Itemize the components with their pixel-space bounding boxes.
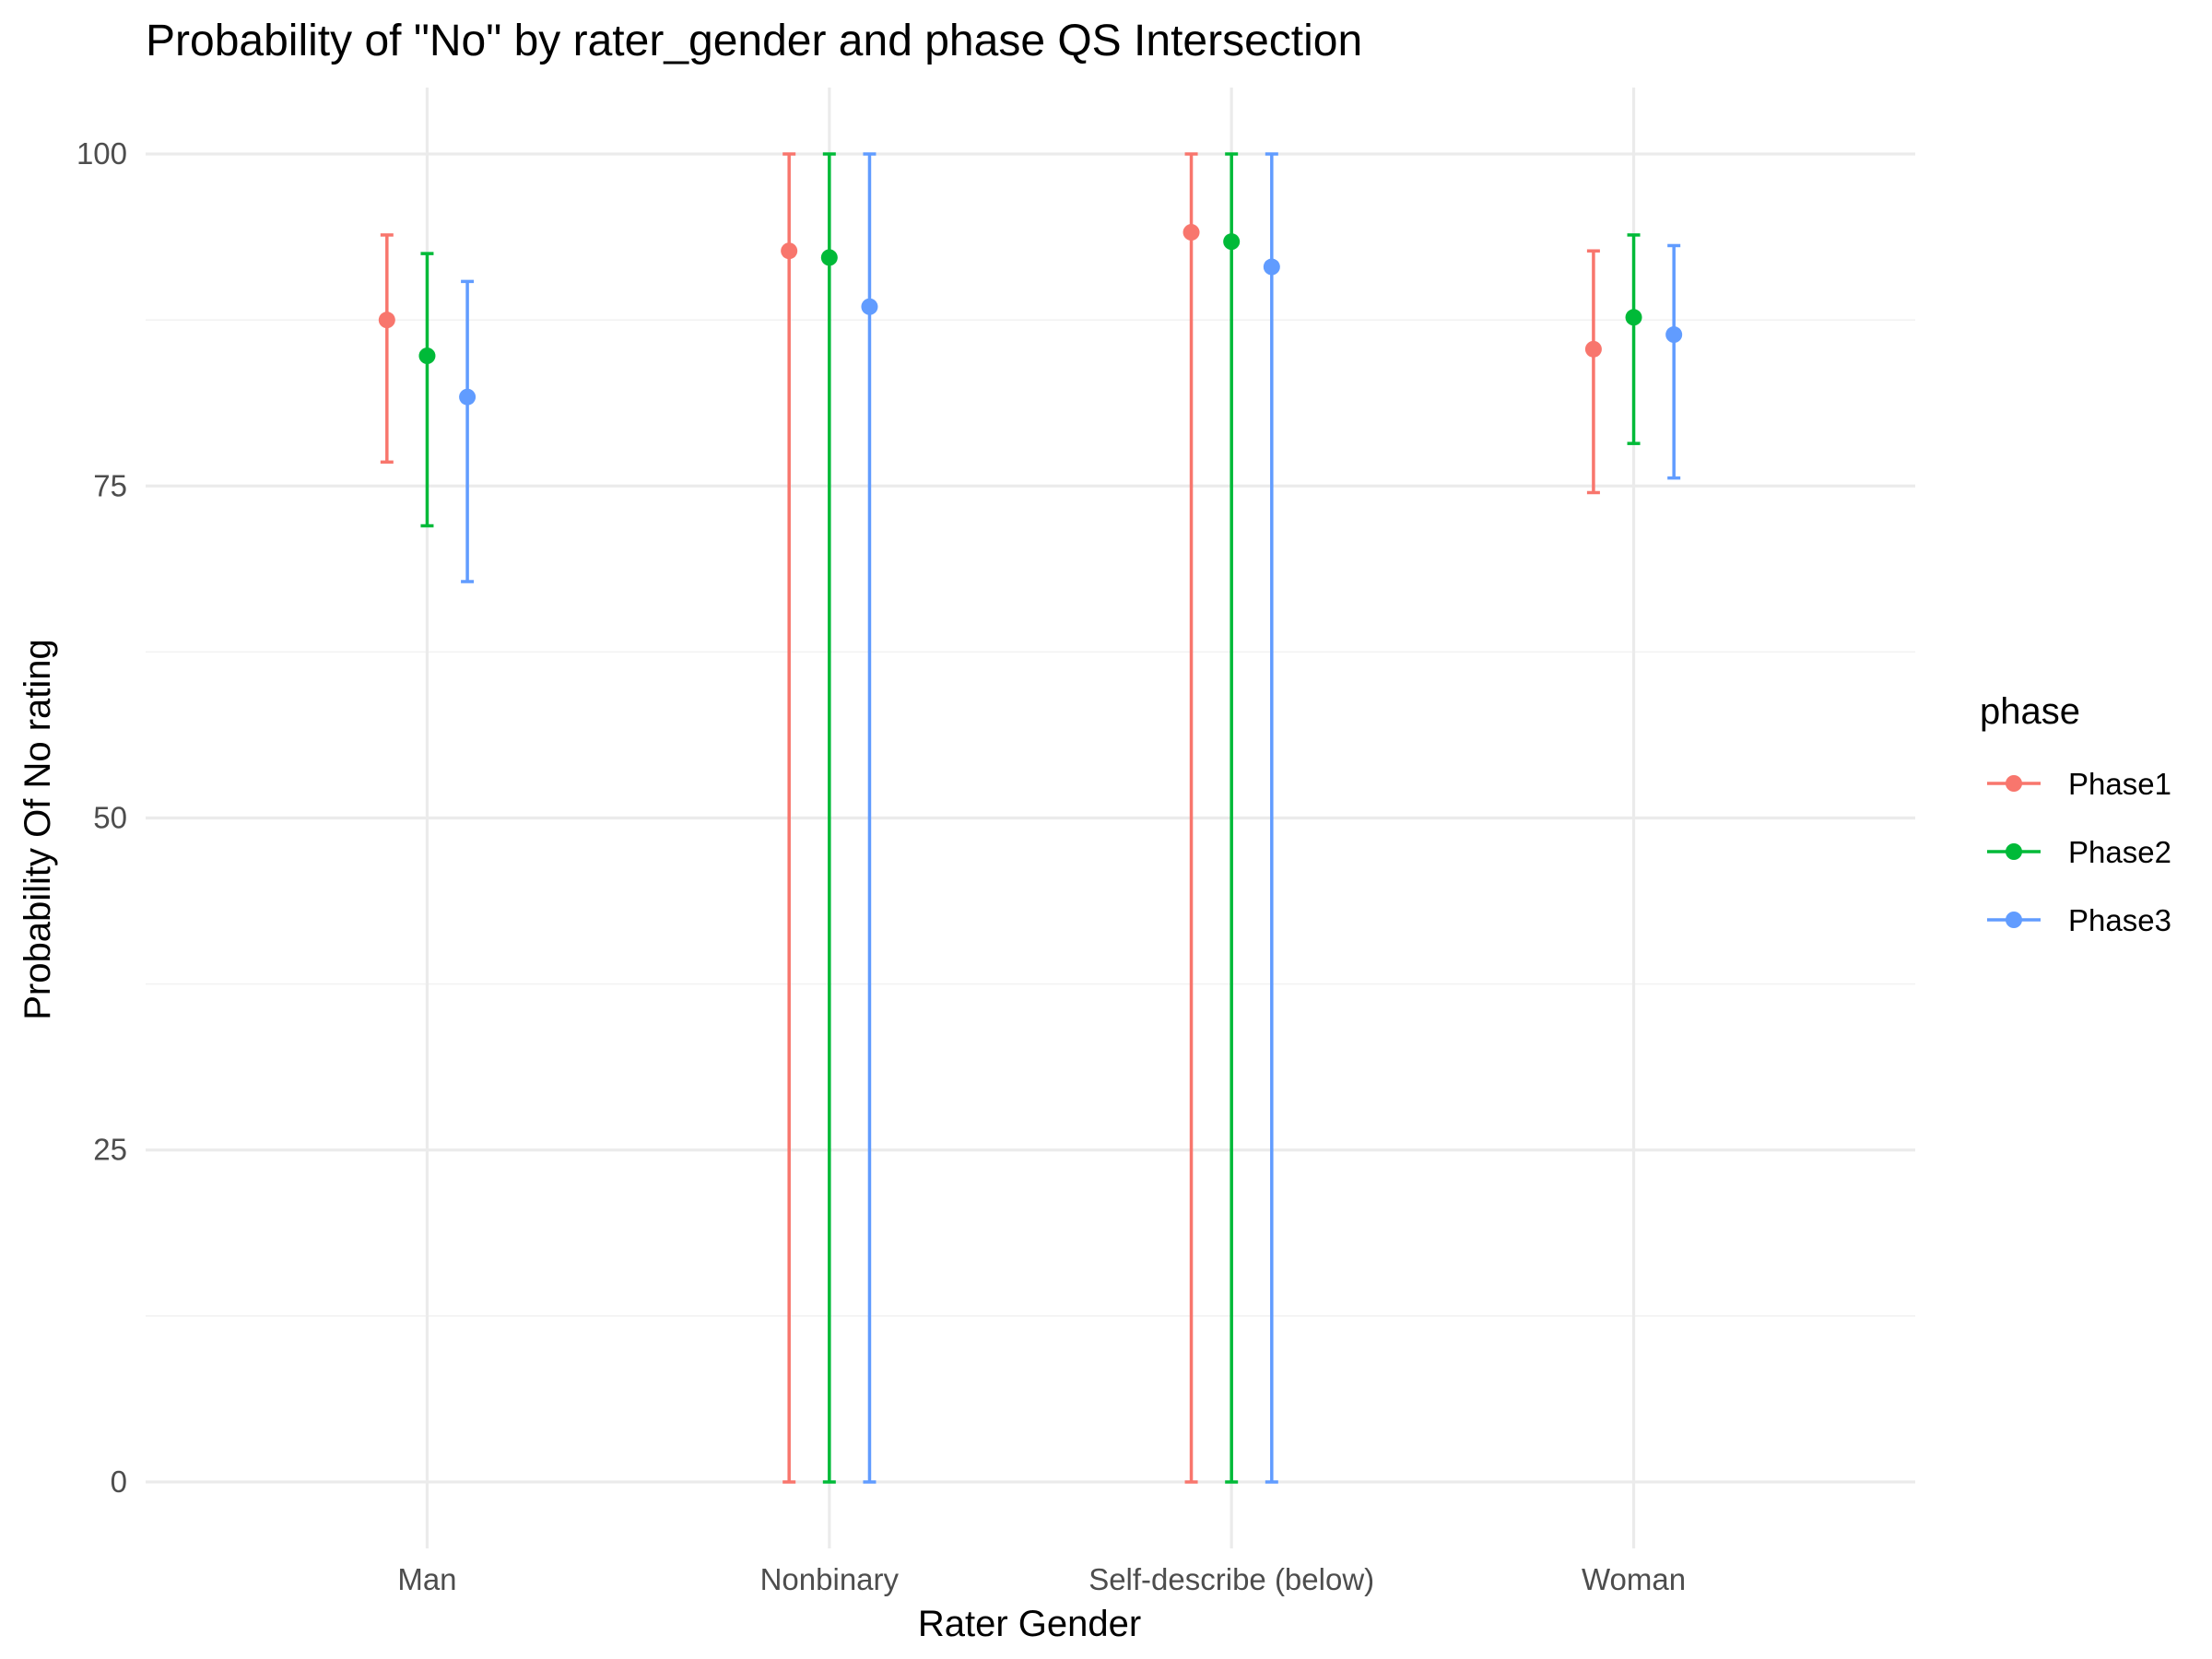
data-point [781, 242, 798, 260]
x-tick-label: Nonbinary [760, 1562, 900, 1596]
x-tick-label: Man [397, 1562, 456, 1596]
data-point [1263, 258, 1280, 276]
y-tick-label: 0 [111, 1465, 127, 1499]
x-axis-ticks: Man Nonbinary Self-describe (below) Woman [397, 1562, 1686, 1596]
series-phase3 [459, 152, 1683, 1484]
legend-label: Phase3 [2068, 903, 2171, 937]
data-point [1665, 326, 1683, 344]
y-axis-ticks: 0 25 50 75 100 [76, 136, 127, 1499]
data-point [820, 249, 838, 266]
y-tick-label: 50 [93, 801, 127, 835]
legend-key-point [2006, 775, 2022, 792]
legend-label: Phase1 [2068, 767, 2171, 801]
data-point [1625, 309, 1642, 326]
x-tick-label: Self-describe (below) [1088, 1562, 1374, 1596]
data-marks [378, 152, 1683, 1484]
legend-title: phase [1980, 691, 2080, 732]
x-axis-label: Rater Gender [918, 1604, 1141, 1644]
data-point [418, 347, 436, 365]
y-tick-label: 100 [76, 136, 127, 171]
y-tick-label: 75 [93, 468, 127, 502]
legend-label: Phase2 [2068, 835, 2171, 869]
legend: phase Phase1 Phase2 Phase3 [1980, 691, 2171, 937]
x-tick-label: Woman [1582, 1562, 1686, 1596]
chart-title: Probability of "No" by rater_gender and … [146, 17, 1362, 65]
y-tick-label: 25 [93, 1133, 127, 1167]
data-point [459, 388, 477, 406]
series-phase2 [418, 152, 1642, 1484]
data-point [1584, 340, 1602, 358]
data-point [1182, 224, 1200, 241]
legend-key-point [2006, 912, 2022, 928]
data-point [378, 312, 395, 329]
series-phase1 [378, 152, 1602, 1484]
y-axis-label: Probability Of No rating [18, 639, 58, 1020]
data-point [861, 298, 878, 315]
data-point [1223, 233, 1241, 251]
legend-key-point [2006, 843, 2022, 860]
